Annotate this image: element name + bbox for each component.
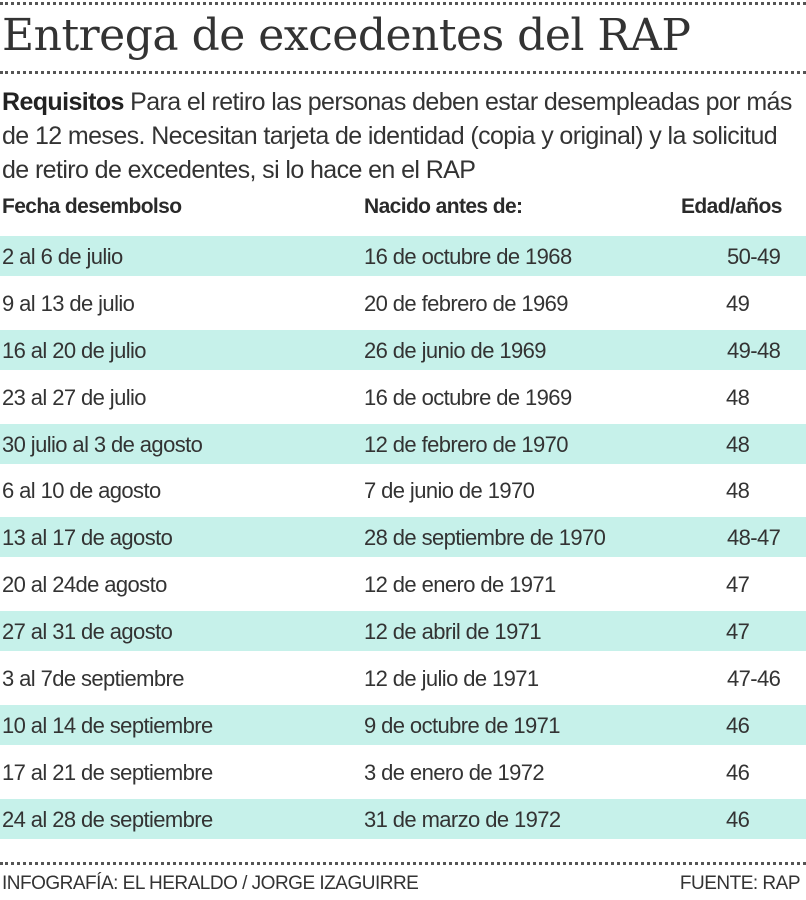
table-row: 23 al 27 de julio 16 de octubre de 1969 48	[0, 377, 806, 417]
cell-edad: 47-46	[727, 666, 781, 692]
table-row: 10 al 14 de septiembre 9 de octubre de 19…	[0, 704, 806, 745]
page-title: Entrega de excedentes del RAP	[2, 10, 691, 61]
column-header-fecha: Fecha desembolso	[2, 195, 182, 218]
top-dotted-divider	[0, 2, 806, 5]
cell-edad: 48	[726, 431, 750, 457]
table-row: 9 al 13 de julio 20 de febrero de 1969 49	[0, 283, 806, 323]
column-header-edad: Edad/años	[681, 195, 782, 218]
cell-fecha: 30 julio al 3 de agosto	[2, 431, 203, 457]
cell-edad: 46	[726, 806, 750, 832]
cell-edad: 49-48	[727, 337, 781, 363]
cell-nacido: 9 de octubre de 1971	[364, 712, 561, 738]
table-row: 13 al 17 de agosto 28 de septiembre de 19…	[0, 517, 806, 558]
cell-nacido: 12 de enero de 1971	[364, 572, 556, 598]
table-row: 16 al 20 de julio 26 de junio de 1969 49-4…	[0, 329, 806, 370]
cell-nacido: 16 de octubre de 1969	[364, 384, 572, 410]
title-dotted-divider	[0, 71, 806, 74]
cell-edad: 48	[726, 478, 750, 504]
cell-edad: 46	[726, 712, 750, 738]
cell-edad: 47	[726, 572, 750, 598]
table-row: 24 al 28 de septiembre 31 de marzo de 197…	[0, 798, 806, 839]
cell-edad: 50-49	[727, 244, 781, 269]
table-row: 30 julio al 3 de agosto 12 de febrero de …	[0, 423, 806, 464]
cell-nacido: 26 de junio de 1969	[364, 337, 546, 363]
cell-nacido: 20 de febrero de 1969	[364, 290, 569, 316]
table-row: 6 al 10 de agosto 7 de junio de 1970 48	[0, 470, 806, 510]
cell-edad: 46	[726, 759, 750, 785]
cell-nacido: 31 de marzo de 1972	[364, 806, 561, 832]
cell-fecha: 9 al 13 de julio	[2, 290, 135, 316]
cell-nacido: 16 de octubre de 1968	[364, 244, 572, 269]
infographic-credit: INFOGRAFÍA: EL HERALDO / JORGE IZAGUIRRE	[2, 873, 419, 894]
requirements-text: Para el retiro las personas deben estar …	[2, 88, 792, 184]
requirements-paragraph: Requisitos Para el retiro las personas d…	[2, 85, 806, 187]
cell-nacido: 12 de febrero de 1970	[364, 431, 569, 457]
cell-fecha: 2 al 6 de julio	[2, 244, 123, 269]
cell-edad: 48	[726, 384, 750, 410]
cell-nacido: 3 de enero de 1972	[364, 759, 545, 785]
table-row: 2 al 6 de julio 16 de octubre de 1968 50-4…	[0, 236, 806, 276]
source-credit: FUENTE: RAP	[679, 873, 801, 894]
cell-edad: 49	[726, 290, 750, 316]
cell-fecha: 23 al 27 de julio	[2, 384, 147, 410]
cell-fecha: 17 al 21 de septiembre	[2, 759, 213, 785]
table-row: 27 al 31 de agosto 12 de abril de 1971 47	[0, 611, 806, 652]
footer-dotted-divider	[0, 862, 806, 865]
cell-nacido: 28 de septiembre de 1970	[364, 525, 606, 551]
cell-nacido: 7 de junio de 1970	[364, 478, 535, 504]
cell-nacido: 12 de julio de 1971	[364, 666, 539, 692]
cell-fecha: 6 al 10 de agosto	[2, 478, 161, 504]
table-row: 20 al 24de agosto 12 de enero de 1971 47	[0, 564, 806, 604]
cell-fecha: 13 al 17 de agosto	[2, 525, 173, 551]
cell-fecha: 24 al 28 de septiembre	[2, 806, 213, 832]
disbursement-table: 2 al 6 de julio 16 de octubre de 1968 50-4…	[0, 236, 806, 846]
cell-edad: 48-47	[727, 525, 781, 551]
column-header-nacido: Nacido antes de:	[364, 195, 523, 218]
cell-fecha: 10 al 14 de septiembre	[2, 712, 213, 738]
cell-nacido: 12 de abril de 1971	[364, 619, 542, 645]
table-row: 17 al 21 de septiembre 3 de enero de 1972…	[0, 752, 806, 792]
table-row: 3 al 7de septiembre 12 de julio de 1971 47…	[0, 658, 806, 698]
cell-fecha: 16 al 20 de julio	[2, 337, 147, 363]
cell-edad: 47	[726, 619, 750, 645]
cell-fecha: 20 al 24de agosto	[2, 572, 167, 598]
requirements-label: Requisitos	[2, 88, 124, 116]
cell-fecha: 3 al 7de septiembre	[2, 666, 184, 692]
cell-fecha: 27 al 31 de agosto	[2, 619, 173, 645]
